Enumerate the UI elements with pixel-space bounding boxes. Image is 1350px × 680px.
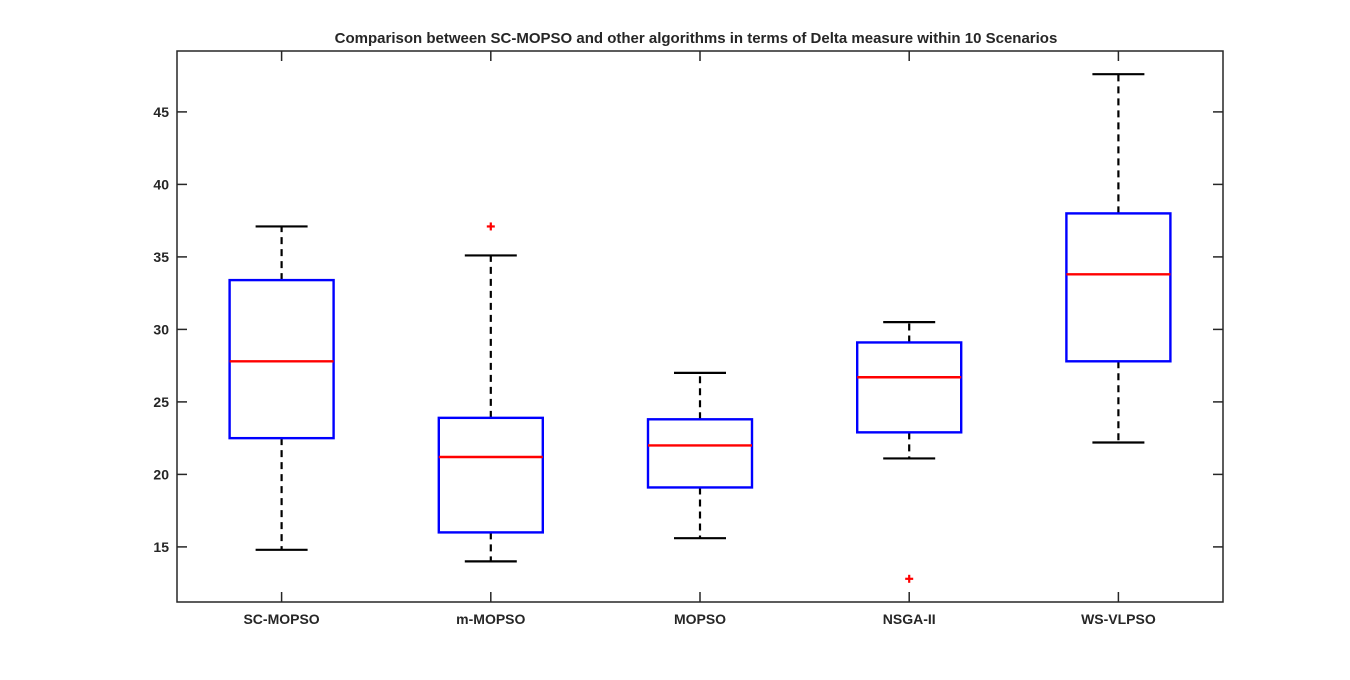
iqr-box xyxy=(437,416,544,534)
outlier-marker xyxy=(905,574,914,583)
y-tick-label: 20 xyxy=(153,466,169,482)
x-tick-label: MOPSO xyxy=(674,611,726,627)
y-tick-label: 45 xyxy=(153,104,169,120)
outlier-marker xyxy=(486,222,495,231)
x-tick-label: WS-VLPSO xyxy=(1081,611,1156,627)
y-tick-label: 40 xyxy=(153,176,169,192)
y-tick-label: 25 xyxy=(153,394,169,410)
iqr-box xyxy=(1065,212,1172,363)
axes-frame xyxy=(176,50,1224,603)
iqr-box xyxy=(646,418,754,489)
box-group-sc-mopso xyxy=(228,225,335,551)
chart-title: Comparison between SC-MOPSO and other al… xyxy=(335,30,1058,47)
x-tick-label: SC-MOPSO xyxy=(243,611,319,627)
box-group-mopso xyxy=(646,371,754,540)
y-tick-label: 30 xyxy=(153,321,169,337)
y-tick-label: 15 xyxy=(153,539,169,555)
box-group-nsga-ii xyxy=(856,321,963,583)
y-tick-label: 35 xyxy=(153,249,169,265)
iqr-box xyxy=(856,341,963,434)
iqr-box xyxy=(228,278,335,440)
x-tick-label: m-MOPSO xyxy=(456,611,525,627)
box-group-m-mopso xyxy=(437,222,544,563)
plot-area: 15 20 25 30 35 40 45 SC-MOPSO m-MOPSO MOPSO NSGA-I… xyxy=(153,51,1223,627)
x-tick-label: NSGA-II xyxy=(883,611,936,627)
box-group-ws-vlpso xyxy=(1065,73,1172,444)
